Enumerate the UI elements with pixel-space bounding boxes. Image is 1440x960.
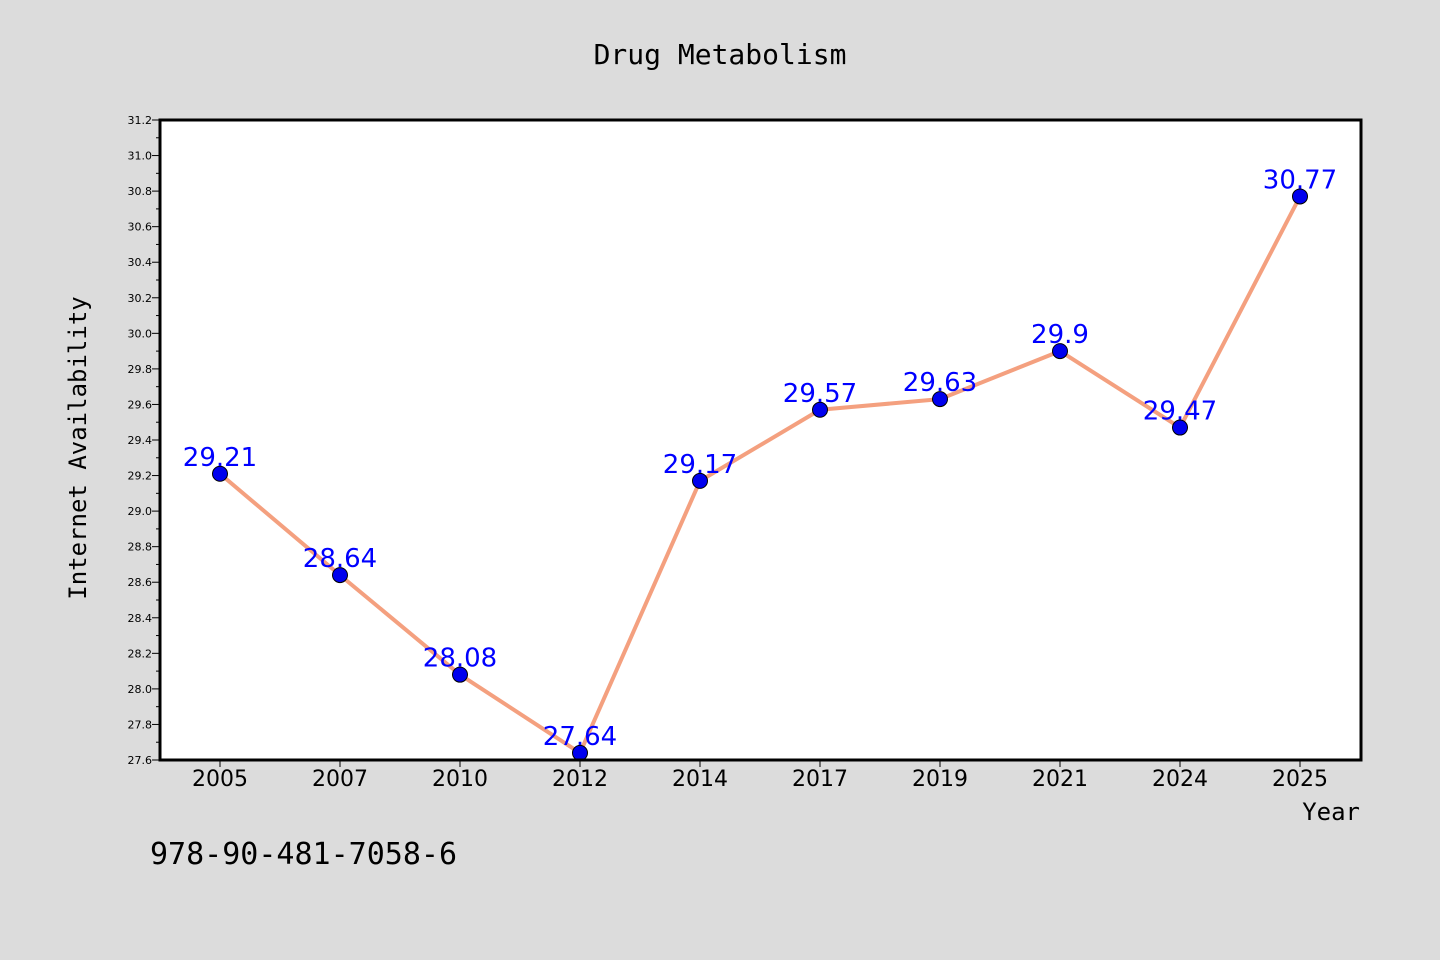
x-tick-label: 2017 xyxy=(792,767,848,792)
x-tick-label: 2010 xyxy=(432,767,488,792)
data-point xyxy=(452,666,468,683)
data-point xyxy=(932,391,948,408)
y-tick-label: 28.4 xyxy=(128,612,153,625)
data-point xyxy=(812,401,828,418)
x-tick-label: 2021 xyxy=(1032,767,1088,792)
y-tick-label: 31.2 xyxy=(128,114,153,127)
data-point xyxy=(212,465,228,482)
y-axis-label: Internet Availability xyxy=(64,296,92,599)
y-tick-label: 30.2 xyxy=(128,292,153,305)
y-tick-label: 30.6 xyxy=(128,221,153,234)
data-label: 27.64 xyxy=(543,722,617,752)
y-tick-label: 29.0 xyxy=(128,505,153,518)
x-tick-label: 2005 xyxy=(192,767,248,792)
y-tick-label: 30.4 xyxy=(128,256,153,269)
plot-area xyxy=(160,120,1361,760)
data-point xyxy=(1292,188,1308,205)
isbn-footer: 978-90-481-7058-6 xyxy=(150,837,457,872)
x-tick-label: 2019 xyxy=(912,767,968,792)
x-axis: 2005 2007 2010 2012 2014 2017 2019 2021 2024 2025 xyxy=(192,760,1328,792)
data-point xyxy=(692,472,708,489)
x-tick-label: 2024 xyxy=(1152,767,1208,792)
y-tick-label: 30.0 xyxy=(128,327,153,340)
x-tick-label: 2007 xyxy=(312,767,368,792)
data-point xyxy=(1052,343,1068,360)
y-tick-label: 28.8 xyxy=(128,541,153,554)
data-label: 29.9 xyxy=(1031,320,1089,350)
data-label: 29.17 xyxy=(663,450,737,480)
x-axis-label: Year xyxy=(1302,798,1360,826)
y-tick-label: 31.0 xyxy=(128,150,153,163)
y-tick-label: 27.8 xyxy=(128,718,153,731)
data-label: 29.57 xyxy=(783,379,857,409)
data-label: 30.77 xyxy=(1263,165,1337,195)
y-tick-label: 27.6 xyxy=(128,754,153,767)
y-tick-label: 30.8 xyxy=(128,185,153,198)
series xyxy=(212,188,1308,761)
data-point xyxy=(1172,419,1188,436)
data-label: 29.47 xyxy=(1143,397,1217,427)
y-tick-label: 29.4 xyxy=(128,434,153,447)
data-label: 28.08 xyxy=(423,644,497,674)
x-tick-label: 2025 xyxy=(1272,767,1328,792)
plot-frame xyxy=(158,118,1363,762)
y-tick-label: 29.2 xyxy=(128,470,153,483)
y-tick-label: 29.8 xyxy=(128,363,153,376)
x-tick-label: 2012 xyxy=(552,767,608,792)
chart-title: Drug Metabolism xyxy=(594,38,847,71)
y-axis: 27.6 27.8 28.0 28.2 28.4 28.6 28.8 29.0 29.2 29.4… xyxy=(128,114,160,767)
data-label: 29.63 xyxy=(903,368,977,398)
x-tick-label: 2014 xyxy=(672,767,728,792)
data-label: 29.21 xyxy=(183,443,257,473)
y-tick-label: 29.6 xyxy=(128,398,153,411)
y-tick-label: 28.6 xyxy=(128,576,153,589)
data-point xyxy=(332,567,348,584)
series-line xyxy=(218,195,1302,755)
data-labels: 29.21 28.64 28.08 27.64 29.17 29.57 29.63 29.9 2… xyxy=(183,165,1337,751)
data-label: 28.64 xyxy=(303,544,377,574)
y-tick-label: 28.0 xyxy=(128,683,153,696)
y-tick-label: 28.2 xyxy=(128,647,153,660)
